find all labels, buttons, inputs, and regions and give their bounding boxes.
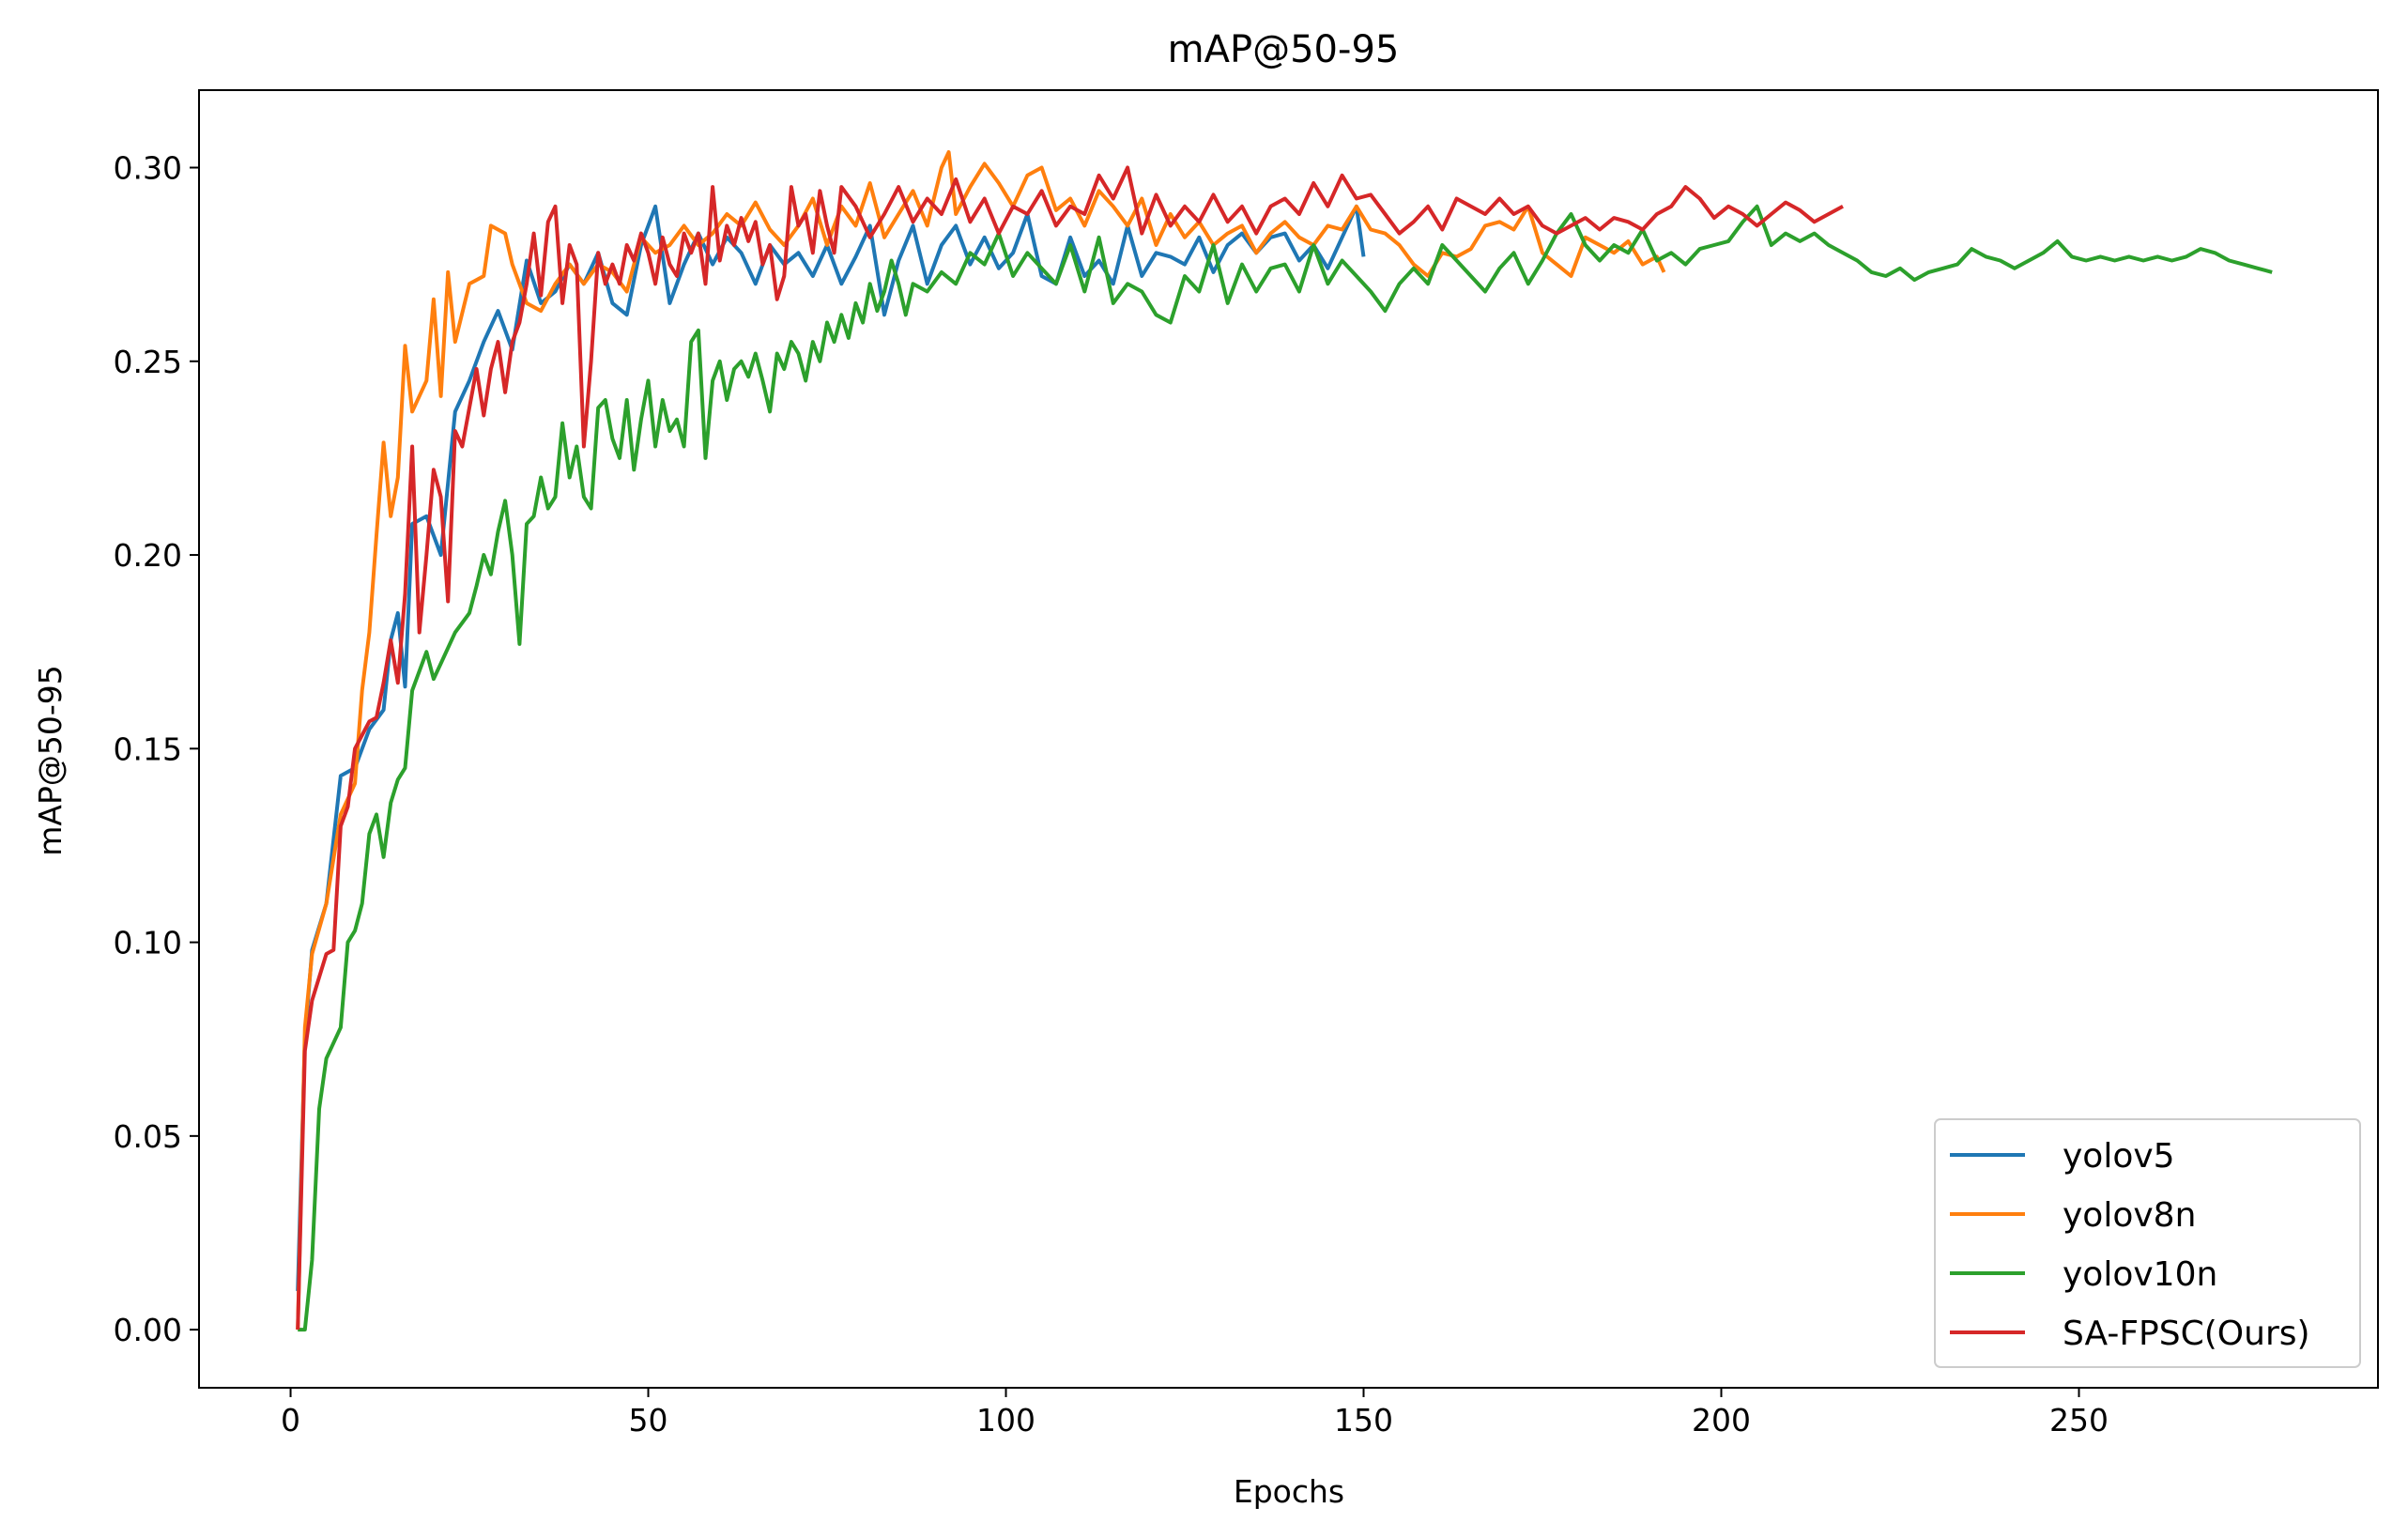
y-tick-label: 0.15 <box>114 731 182 767</box>
y-tick-label: 0.10 <box>114 925 182 961</box>
y-tick-label: 0.25 <box>114 344 182 380</box>
legend-label: yolov5 <box>2063 1137 2175 1176</box>
y-axis: 0.00 0.05 0.10 0.15 0.20 0.25 0.30 <box>114 150 199 1348</box>
y-tick-label: 0.20 <box>114 537 182 574</box>
x-tick-label: 250 <box>2049 1402 2109 1438</box>
legend-label: yolov8n <box>2063 1196 2196 1235</box>
legend-label: SA-FPSC(Ours) <box>2063 1315 2310 1353</box>
x-axis-title: Epochs <box>1234 1473 1344 1510</box>
y-axis-title: mAP@50-95 <box>32 665 69 856</box>
series-layer <box>296 150 2273 1332</box>
y-tick-label: 0.00 <box>114 1312 182 1348</box>
x-tick-label: 100 <box>976 1402 1035 1438</box>
x-tick-label: 50 <box>629 1402 668 1438</box>
series-line-3 <box>296 165 1844 1330</box>
y-tick-label: 0.30 <box>114 150 182 187</box>
legend: yolov5 yolov8n yolov10n SA-FPSC(Ours) <box>1934 1118 2361 1368</box>
plot-area-frame <box>198 89 2379 1389</box>
legend-box <box>1934 1118 2361 1368</box>
x-tick-label: 150 <box>1334 1402 1393 1438</box>
x-axis: 0 50 100 150 200 250 <box>281 1388 2109 1438</box>
y-tick-label: 0.05 <box>114 1118 182 1155</box>
x-tick-label: 0 <box>281 1402 300 1438</box>
x-tick-label: 200 <box>1692 1402 1751 1438</box>
legend-label: yolov10n <box>2063 1255 2217 1294</box>
series-line-1 <box>296 150 1666 1330</box>
chart-title: mAP@50-95 <box>1168 28 1400 71</box>
series-line-0 <box>296 204 1366 1291</box>
